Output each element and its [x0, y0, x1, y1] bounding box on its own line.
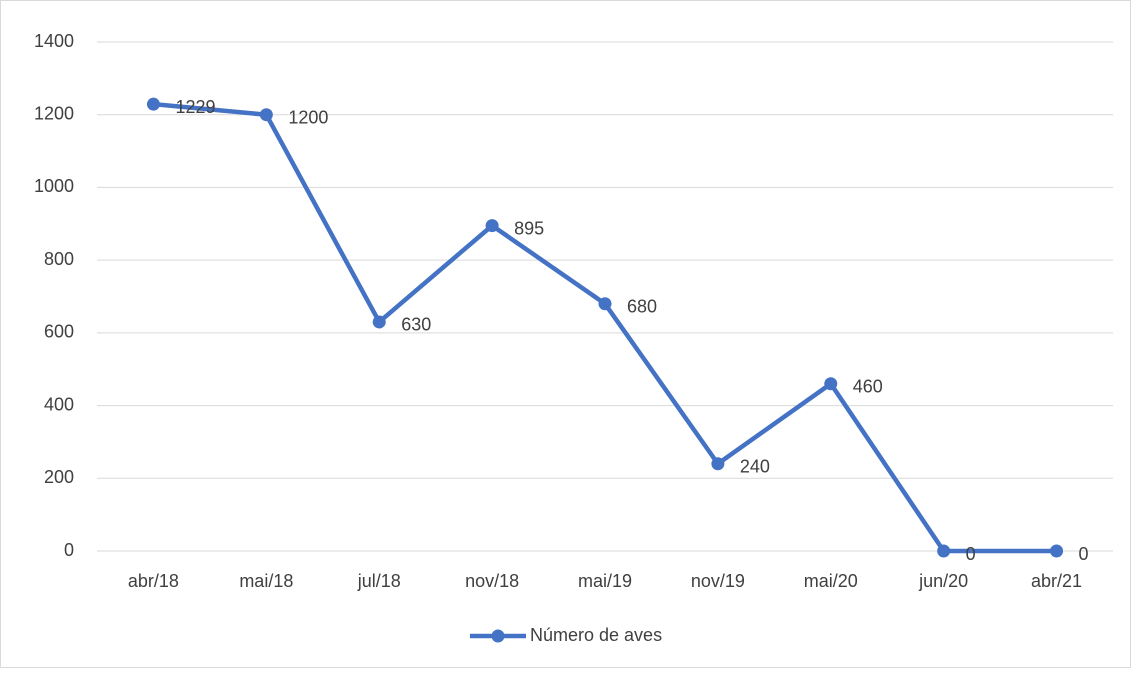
- point: [372, 315, 386, 329]
- point: [146, 97, 160, 111]
- x-tick-label: abr/18: [128, 571, 179, 591]
- point: [824, 377, 838, 391]
- x-tick-label: nov/18: [465, 571, 519, 591]
- x-tick-label: mai/20: [804, 571, 858, 591]
- data-label: 1229: [175, 97, 215, 117]
- point: [259, 108, 273, 122]
- legend-label: Número de aves: [530, 625, 662, 645]
- data-label: 240: [740, 456, 770, 476]
- y-tick-label: 1400: [34, 31, 74, 51]
- point: [711, 457, 725, 471]
- x-tick-label: abr/21: [1031, 571, 1082, 591]
- y-tick-label: 800: [44, 249, 74, 269]
- y-tick-label: 1000: [34, 176, 74, 196]
- legend-marker: [491, 629, 505, 643]
- point: [598, 297, 612, 311]
- data-label: 0: [1079, 544, 1089, 564]
- x-tick-label: mai/19: [578, 571, 632, 591]
- y-tick-label: 200: [44, 467, 74, 487]
- point: [485, 219, 499, 233]
- x-tick-label: mai/18: [239, 571, 293, 591]
- x-tick-label: jul/18: [357, 571, 401, 591]
- point: [1050, 544, 1064, 558]
- y-tick-label: 400: [44, 394, 74, 414]
- y-tick-label: 600: [44, 322, 74, 342]
- y-tick-label: 1200: [34, 103, 74, 123]
- data-label: 460: [853, 377, 883, 397]
- data-label: 895: [514, 218, 544, 238]
- y-tick-label: 0: [64, 540, 74, 560]
- data-label: 1200: [288, 107, 328, 127]
- data-label: 630: [401, 315, 431, 335]
- point: [937, 544, 951, 558]
- data-label: 0: [966, 544, 976, 564]
- x-tick-label: jun/20: [918, 571, 968, 591]
- x-tick-label: nov/19: [691, 571, 745, 591]
- data-label: 680: [627, 297, 657, 317]
